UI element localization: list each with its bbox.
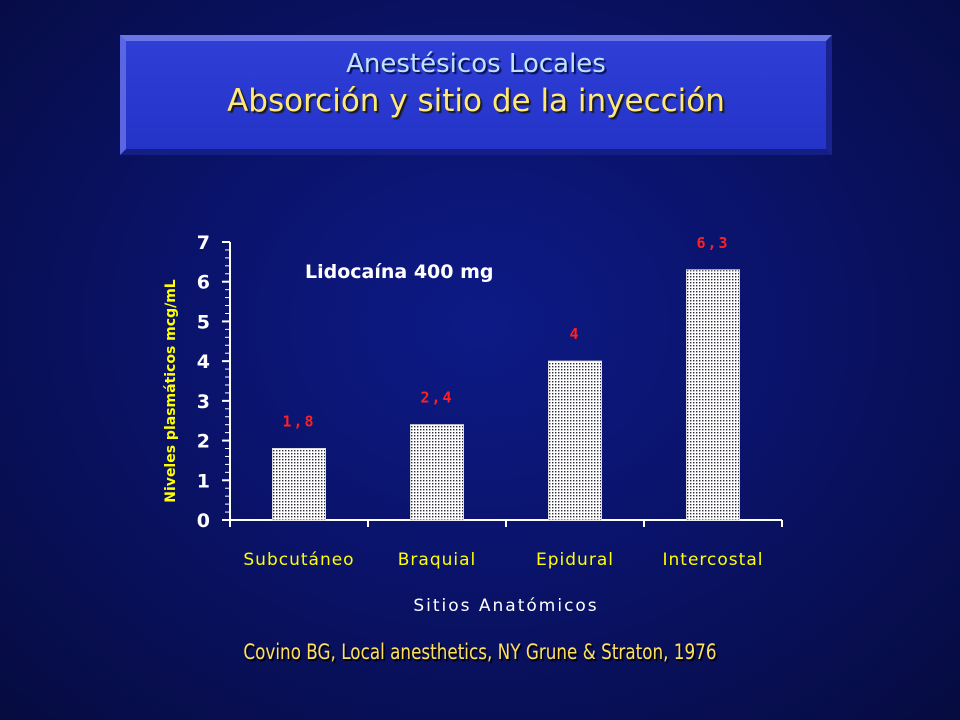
bar-subcutáneo	[272, 448, 326, 521]
y-tick-label: 2	[197, 431, 210, 453]
bars	[272, 269, 740, 521]
bar-value-label: 6,3	[696, 234, 729, 252]
bar-braquial	[410, 424, 464, 521]
citation: Covino BG, Local anesthetics, NY Grune &…	[243, 640, 717, 664]
y-tick-label: 4	[197, 351, 210, 373]
bar-value-label: 1,8	[282, 413, 315, 431]
slide-title: Anestésicos Locales	[346, 49, 606, 79]
chart-annotation: Lidocaína 400 mg	[305, 261, 494, 283]
bar-value-label: 4	[569, 325, 580, 343]
y-tick-label: 5	[197, 311, 210, 333]
y-axis-title: Niveles plasmáticos mcg/mL	[163, 279, 179, 502]
x-tick-label: Subcutáneo	[243, 550, 354, 570]
x-tick-label: Braquial	[398, 550, 477, 570]
bar-intercostal	[686, 269, 740, 521]
x-axis-title: Sitios Anatómicos	[413, 596, 598, 616]
x-tick-label: Intercostal	[663, 550, 764, 570]
slide-subtitle: Absorción y sitio de la inyección	[227, 83, 725, 119]
title-banner: Anestésicos Locales Absorción y sitio de…	[120, 35, 832, 155]
y-tick-label: 3	[197, 391, 210, 413]
y-tick-label: 0	[197, 510, 210, 532]
x-tick-label: Epidural	[536, 550, 614, 570]
bar-value-label: 2,4	[420, 389, 453, 407]
y-tick-label: 1	[197, 470, 210, 492]
labels: 0 1 2 3 4 5 6 7 1,8 Subcutáneo 2,4 Braquial 4 Epidura…	[163, 232, 764, 616]
y-tick-label: 7	[197, 232, 210, 254]
y-tick-label: 6	[197, 272, 210, 294]
bar-epidural	[548, 360, 602, 521]
